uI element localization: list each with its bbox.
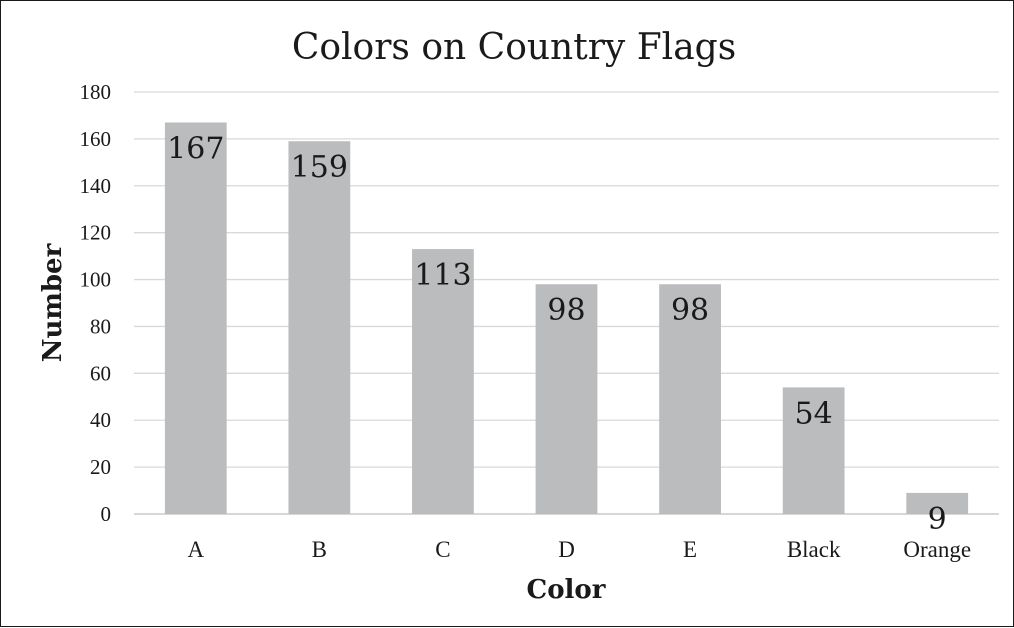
data-label: 167 [167, 131, 224, 166]
x-tick-label: A [187, 537, 204, 562]
data-label: 9 [928, 502, 947, 537]
data-label: 98 [671, 293, 709, 328]
x-tick-label: C [435, 537, 450, 562]
x-tick-label: Orange [903, 537, 971, 562]
y-tick-label: 140 [80, 174, 112, 198]
data-label: 113 [414, 258, 471, 293]
y-tick-label: 80 [90, 314, 111, 338]
x-tick-label: D [558, 537, 575, 562]
y-tick-label: 40 [90, 408, 111, 432]
y-axis-ticks: 0 20 40 60 80 100 120 140 160 180 [80, 80, 112, 526]
bars [164, 122, 969, 515]
y-tick-label: 120 [80, 221, 112, 245]
bar-e [659, 284, 721, 514]
bar-orange [906, 492, 969, 514]
data-label: 54 [795, 396, 833, 431]
x-tick-label: E [683, 537, 697, 562]
y-tick-label: 60 [90, 361, 111, 385]
y-tick-label: 100 [80, 268, 112, 292]
y-tick-label: 160 [80, 127, 112, 151]
y-tick-label: 180 [80, 80, 112, 104]
data-label: 159 [291, 150, 348, 185]
chart-title: Colors on Country Flags [292, 27, 736, 68]
x-axis-ticks: A B C D E Black Orange [187, 537, 971, 562]
data-label: 98 [547, 293, 585, 328]
bar-c [412, 249, 474, 515]
data-labels: 167 159 113 98 98 54 9 [167, 131, 947, 536]
bar-b [288, 141, 351, 514]
x-tick-label: Black [787, 537, 841, 562]
bar-d [535, 284, 598, 514]
y-tick-label: 0 [101, 502, 112, 526]
x-tick-label: B [312, 537, 327, 562]
y-tick-label: 20 [90, 455, 111, 479]
y-axis-title: Number [38, 243, 68, 362]
bar-black [782, 387, 845, 514]
bar-a [164, 122, 227, 514]
x-axis-title: Color [527, 575, 606, 605]
